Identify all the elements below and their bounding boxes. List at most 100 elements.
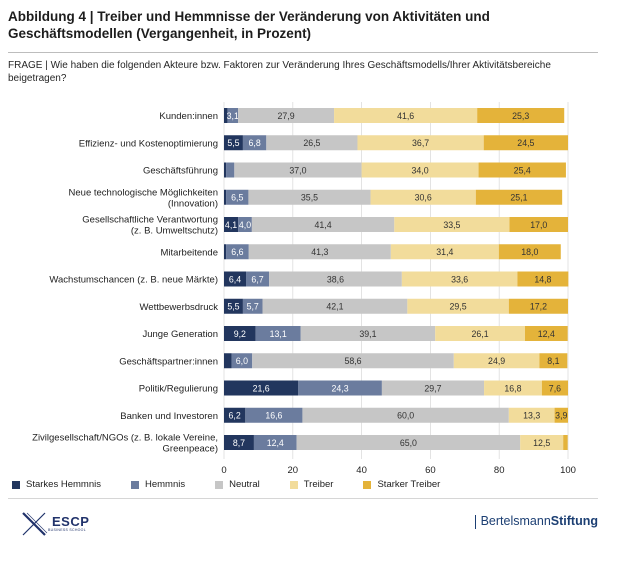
x-tick-label: 40 [356, 465, 367, 475]
data-label: 7,6 [549, 383, 561, 393]
legend-swatch [215, 480, 224, 489]
bar-segment [238, 108, 335, 123]
data-label: 42,1 [326, 302, 343, 312]
bar-segment [483, 135, 568, 151]
bar-segment [475, 189, 563, 205]
bar-segment [520, 435, 564, 450]
bar-segment [226, 244, 249, 260]
category-label: Mitarbeitende [160, 247, 218, 258]
bar-segment [248, 244, 391, 260]
bar-segment [554, 407, 568, 423]
data-label: 16,8 [504, 383, 521, 393]
bar-segment [302, 407, 509, 423]
data-label: 8,1 [547, 356, 559, 366]
bar-segment [508, 298, 568, 314]
data-label: 6,5 [231, 193, 243, 203]
bst-name-part2: Stiftung [550, 514, 598, 528]
data-label: 36,7 [412, 138, 429, 148]
data-label: 17,0 [530, 220, 547, 230]
bar-segment [224, 189, 227, 205]
category-label: Greenpeace) [163, 444, 218, 455]
bar-segment [246, 271, 270, 287]
bar-segment [248, 189, 371, 205]
legend-swatch [12, 480, 20, 489]
data-label: 25,1 [510, 193, 527, 203]
bar-segment [224, 326, 256, 341]
x-tick-label: 0 [221, 465, 226, 475]
legend-item: Starkes Hemmnis [12, 479, 101, 490]
bar-segment [227, 108, 239, 123]
bar-segment [251, 217, 395, 232]
data-label: 12,4 [538, 329, 555, 339]
data-label: 8,7 [233, 438, 245, 448]
bar-segment [517, 271, 569, 287]
legend-swatch [130, 480, 139, 489]
data-label: 16,6 [265, 411, 282, 421]
data-label: 60,0 [397, 411, 414, 421]
bar-segment [477, 108, 565, 123]
bar-segment [224, 162, 227, 178]
data-label: 25,3 [512, 111, 529, 121]
data-label: 30,6 [415, 193, 432, 203]
data-label: 38,6 [327, 274, 344, 284]
category-label: Kunden:innen [159, 111, 218, 122]
bar-segment [300, 326, 436, 341]
category-label: Banken und Investoren [120, 411, 218, 422]
legend-item: Treiber [289, 479, 334, 490]
bar-segment [231, 353, 253, 369]
data-label: 3,1 [227, 111, 239, 121]
bar-segment [242, 135, 267, 151]
bar-segment [370, 189, 476, 205]
data-label: 14,8 [534, 274, 551, 284]
data-label: 6,8 [248, 138, 260, 148]
bar-segment [234, 162, 362, 178]
data-label: 18,0 [521, 247, 538, 257]
bar-segment [269, 271, 402, 287]
data-label: 9,2 [234, 329, 246, 339]
bar-segment [262, 298, 408, 314]
bar-segment [224, 407, 246, 423]
data-label: 6,0 [236, 356, 248, 366]
bertelsmann-stiftung-logo: BertelsmannStiftung [474, 514, 598, 529]
bar-segment [245, 407, 303, 423]
data-label: 35,5 [301, 193, 318, 203]
bar-segment [224, 244, 227, 260]
bar-segment [394, 217, 510, 232]
category-label: (z. B. Umweltschutz) [131, 226, 218, 237]
bar-segment [224, 353, 232, 369]
data-label: 39,1 [359, 329, 376, 339]
data-label: 58,6 [344, 356, 361, 366]
data-label: 37,0 [289, 165, 306, 175]
data-label: 6,2 [229, 411, 241, 421]
escp-subtitle: BUSINESS SCHOOL [48, 528, 86, 532]
bar-segment [238, 217, 252, 232]
stacked-bar-chart: Kunden:innen 3,1 27,9 41,6 25,3 Effizienz- un… [32, 102, 576, 475]
data-label: 29,7 [424, 383, 441, 393]
survey-question: FRAGE | Wie haben die folgenden Akteure … [8, 60, 551, 84]
bar-segment [242, 298, 263, 314]
bar-segment [361, 162, 479, 178]
data-label: 24,9 [488, 356, 505, 366]
data-label: 5,5 [227, 138, 239, 148]
data-label: 12,5 [533, 438, 550, 448]
category-label: Neue technologische Möglichkeiten [69, 187, 218, 198]
data-label: 29,5 [450, 302, 467, 312]
chart-legend: Starkes Hemmnis Hemmnis Neutral Treiber Star… [12, 479, 470, 490]
data-label: 41,6 [397, 111, 414, 121]
legend-label: Starker Treiber [377, 479, 441, 490]
bar-segment [334, 108, 478, 123]
bar-segment [435, 326, 525, 341]
category-label: Gesellschaftliche Verantwortung [82, 215, 218, 226]
legend-label: Treiber [303, 479, 334, 490]
bar-segment [255, 326, 301, 341]
bar-segment [298, 380, 382, 396]
bar-segment [541, 380, 568, 396]
data-label: 26,5 [303, 138, 320, 148]
bar-segment [407, 298, 509, 314]
bar-segment [224, 380, 299, 396]
chart-title: Abbildung 4 | Treiber und Hemmnisse der … [8, 9, 490, 41]
category-label: (Innovation) [168, 198, 218, 209]
escp-name: ESCP [52, 514, 90, 529]
data-label: 27,9 [278, 111, 295, 121]
data-label: 13,3 [523, 411, 540, 421]
